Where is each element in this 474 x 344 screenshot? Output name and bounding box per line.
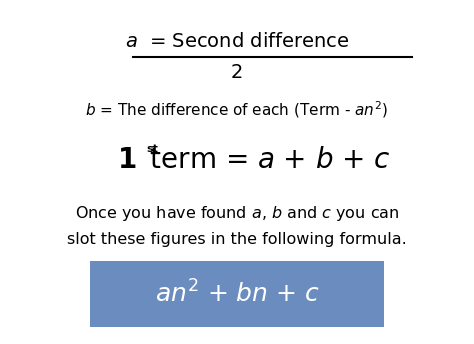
Text: slot these figures in the following formula.: slot these figures in the following form…	[67, 232, 407, 247]
Text: $an^2$ + $bn$ + $c$: $an^2$ + $bn$ + $c$	[155, 280, 319, 308]
Text: 2: 2	[231, 63, 243, 82]
Text: $a$  = Second difference: $a$ = Second difference	[125, 32, 349, 51]
Text: term = $a$ + $b$ + $c$: term = $a$ + $b$ + $c$	[141, 146, 390, 174]
FancyBboxPatch shape	[90, 261, 384, 327]
Text: 1: 1	[118, 146, 137, 174]
Text: st: st	[146, 144, 158, 154]
Text: $b$ = The difference of each (Term - $an^2$): $b$ = The difference of each (Term - $an…	[85, 100, 389, 120]
Text: Once you have found $a$, $b$ and $c$ you can: Once you have found $a$, $b$ and $c$ you…	[75, 204, 399, 223]
